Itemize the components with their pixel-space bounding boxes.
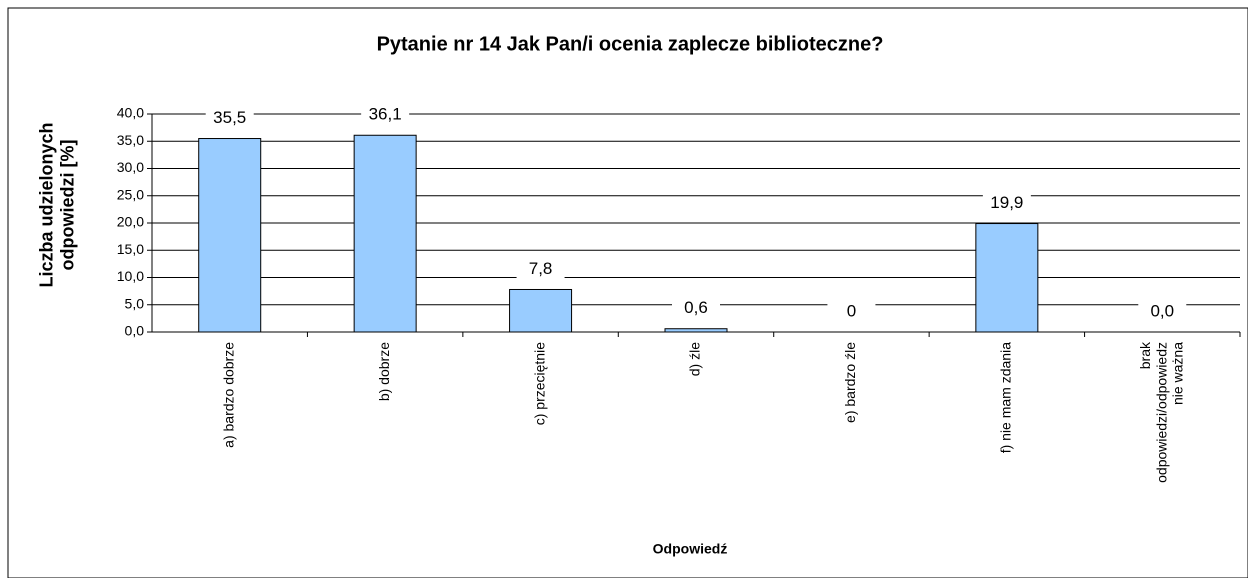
bar [353, 134, 417, 333]
x-tick-label: d) źle [687, 342, 703, 376]
x-tick-label: brakodpowiedzi/odpowiedznie ważna [1137, 341, 1185, 483]
y-tick-label: 15,0 [117, 241, 144, 257]
y-tick-label: 25,0 [117, 186, 144, 202]
x-axis-title: Odpowiedź [653, 541, 728, 557]
y-tick-label: 0,0 [125, 323, 145, 339]
x-tick-label: c) przeciętnie [531, 342, 547, 425]
value-label-bg [982, 193, 1031, 214]
bar [509, 288, 573, 333]
value-label: 19,9 [990, 193, 1023, 212]
value-label: 36,1 [369, 105, 402, 124]
value-label-bg [827, 302, 876, 322]
y-tick-label: 40,0 [117, 105, 144, 121]
value-label-bg [516, 259, 565, 280]
value-label: 0,0 [1150, 301, 1174, 320]
y-tick-label: 20,0 [117, 214, 144, 230]
bar [664, 328, 728, 333]
y-axis-title: Liczba udzielonychodpowiedzi [%] [36, 122, 77, 287]
x-tick-label: a) bardzo dobrze [220, 342, 236, 448]
value-label-bg [361, 105, 410, 126]
y-tick-label: 10,0 [117, 268, 144, 284]
x-tick-label: f) nie mam zdania [998, 342, 1014, 453]
bar [975, 223, 1039, 333]
y-tick-label: 35,0 [117, 132, 144, 148]
y-tick-label: 30,0 [117, 159, 144, 175]
value-label: 0 [847, 301, 856, 320]
chart-frame [7, 7, 1248, 578]
chart-title: Pytanie nr 14 Jak Pan/i ocenia zaplecze … [377, 33, 884, 55]
x-tick-label: b) dobrze [376, 342, 392, 401]
value-label: 0,6 [684, 298, 708, 317]
value-label: 35,5 [213, 108, 246, 127]
bar [198, 138, 262, 333]
y-tick-label: 5,0 [125, 295, 145, 311]
x-tick-label: e) bardzo źle [842, 342, 858, 423]
value-label-bg [205, 108, 254, 129]
value-label-bg [672, 298, 720, 319]
value-label-bg [1138, 302, 1187, 322]
value-label: 7,8 [529, 259, 553, 278]
